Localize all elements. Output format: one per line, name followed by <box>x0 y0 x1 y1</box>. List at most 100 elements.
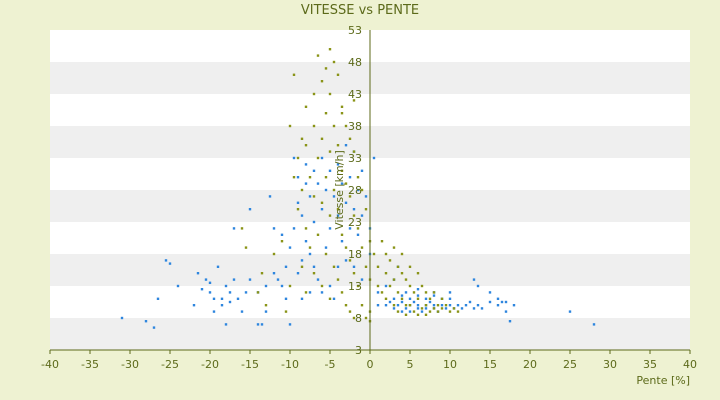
data-point <box>276 278 280 281</box>
data-point <box>428 310 432 313</box>
data-point <box>292 73 296 76</box>
data-point <box>312 195 316 198</box>
data-point <box>356 233 360 236</box>
data-point <box>360 188 364 192</box>
data-point <box>356 227 360 230</box>
data-point <box>240 227 244 230</box>
data-point <box>348 137 352 140</box>
data-point <box>416 307 420 310</box>
data-point <box>392 246 396 249</box>
data-point <box>472 278 476 281</box>
data-point <box>356 284 360 288</box>
data-point <box>496 297 500 300</box>
data-point <box>400 272 404 275</box>
data-point <box>248 278 252 281</box>
data-point <box>232 227 236 230</box>
data-point <box>320 137 324 140</box>
x-tick-label: -35 <box>81 358 99 371</box>
data-point <box>336 214 340 217</box>
data-point <box>360 169 364 172</box>
data-point <box>260 323 264 326</box>
data-point <box>300 297 304 300</box>
data-point <box>340 240 344 243</box>
data-point <box>448 310 452 313</box>
data-point <box>336 163 340 166</box>
data-point <box>292 156 296 160</box>
x-tick-label: -20 <box>201 358 219 371</box>
data-point <box>396 265 400 268</box>
data-point <box>428 300 432 304</box>
data-point <box>412 310 416 313</box>
data-point <box>360 246 364 249</box>
data-point <box>304 182 308 185</box>
data-point <box>372 156 376 160</box>
data-point <box>396 304 400 307</box>
data-point <box>376 304 380 307</box>
x-tick-label: 5 <box>407 358 414 371</box>
data-point <box>408 265 412 268</box>
data-point <box>264 284 268 288</box>
data-point <box>432 294 436 297</box>
data-point <box>320 284 324 288</box>
data-point <box>416 304 420 307</box>
data-points <box>120 48 596 329</box>
data-point <box>592 323 596 326</box>
data-point <box>416 297 420 300</box>
data-point <box>268 195 272 198</box>
data-point <box>256 323 260 326</box>
data-point <box>348 310 352 313</box>
data-point <box>208 281 212 284</box>
y-tick-label: 33 <box>348 152 362 165</box>
data-point <box>296 272 300 275</box>
data-point <box>388 300 392 304</box>
y-tick-label: 18 <box>348 248 362 261</box>
data-point <box>400 252 404 256</box>
x-tick-label: 0 <box>367 358 374 371</box>
data-point <box>212 310 216 313</box>
chart-title: VITESSE vs PENTE <box>301 3 419 18</box>
data-point <box>348 176 352 179</box>
data-point <box>304 291 308 294</box>
x-tick-label: 30 <box>603 358 617 371</box>
data-point <box>228 300 232 304</box>
data-point <box>412 300 416 304</box>
data-point <box>464 304 468 307</box>
data-point <box>328 48 332 51</box>
x-tick-label: -30 <box>121 358 139 371</box>
data-point <box>280 233 284 236</box>
data-point <box>352 214 356 217</box>
data-point <box>384 272 388 275</box>
data-point <box>400 300 404 304</box>
data-point <box>468 300 472 304</box>
data-point <box>220 304 224 307</box>
data-point <box>296 208 300 211</box>
data-point <box>404 313 408 316</box>
data-point <box>384 297 388 300</box>
data-point <box>444 304 448 307</box>
data-point <box>284 265 288 268</box>
data-point <box>320 156 324 160</box>
data-point <box>296 176 300 179</box>
data-point <box>308 176 312 179</box>
data-point <box>480 307 484 310</box>
data-point <box>344 144 348 147</box>
data-point <box>288 284 292 288</box>
data-point <box>444 307 448 310</box>
data-point <box>344 124 348 128</box>
data-point <box>332 188 336 192</box>
data-point <box>328 214 332 217</box>
data-point <box>380 291 384 294</box>
data-point <box>300 137 304 140</box>
data-point <box>348 195 352 198</box>
data-point <box>420 310 424 313</box>
data-point <box>336 73 340 76</box>
data-point <box>512 304 516 307</box>
data-point <box>364 195 368 198</box>
data-point <box>360 214 364 217</box>
data-point <box>344 201 348 204</box>
data-point <box>392 278 396 281</box>
data-point <box>192 304 196 307</box>
data-point <box>328 169 332 172</box>
data-point <box>348 227 352 230</box>
